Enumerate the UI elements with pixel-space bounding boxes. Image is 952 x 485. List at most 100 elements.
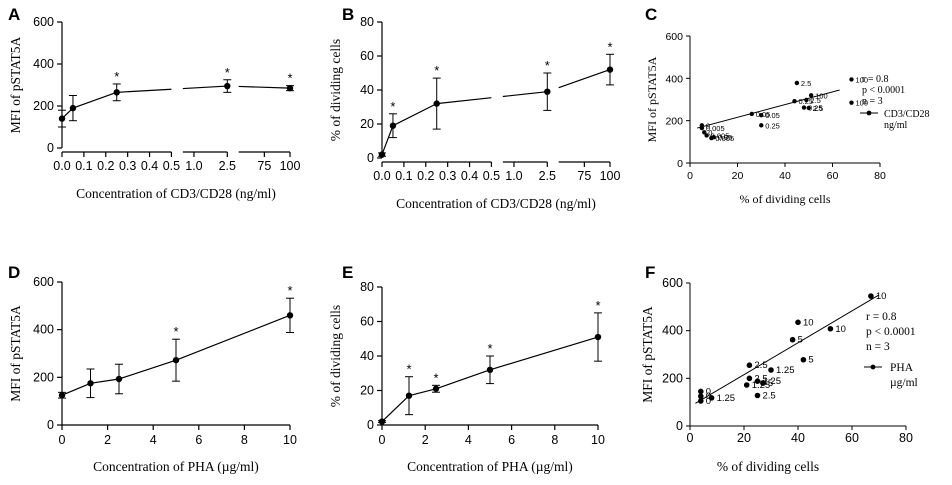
y-tick-label: 600 — [33, 275, 54, 289]
data-point — [224, 82, 231, 90]
data-point — [698, 393, 704, 400]
data-point — [804, 97, 809, 103]
panel-d: D 0 200 400 600 0 2 4 6 8 10 Concentration of PHA (… — [8, 263, 297, 474]
point-label: 0 — [708, 128, 712, 137]
x-tick-label: 8 — [551, 433, 558, 447]
series-line — [408, 388, 437, 397]
data-point — [759, 123, 764, 128]
y-tick-label: 200 — [33, 99, 54, 113]
y-tick-label: 60 — [360, 49, 374, 63]
significance-star: * — [545, 58, 550, 73]
x-axis-label: Concentration of PHA (µg/ml) — [407, 459, 573, 474]
x-tick-label: 0 — [59, 433, 66, 447]
y-tick-label: 60 — [360, 315, 374, 329]
legend-label: PHA — [890, 362, 914, 374]
data-point — [827, 325, 834, 332]
series-line — [116, 88, 172, 93]
x-tick-label: 100 — [280, 159, 301, 173]
data-point — [743, 382, 750, 388]
data-point — [378, 418, 386, 425]
panel-letter: D — [8, 263, 20, 282]
point-label: 10 — [835, 324, 846, 335]
point-label: 0 — [706, 396, 711, 407]
data-point — [389, 122, 397, 129]
series-line — [175, 314, 291, 361]
y-tick-label: 600 — [662, 276, 683, 290]
x-tick-label: 0.2 — [97, 159, 114, 173]
significance-star: * — [173, 324, 178, 339]
significance-star: * — [406, 362, 411, 377]
y-tick-label: 200 — [662, 371, 683, 385]
significance-star: * — [287, 283, 292, 298]
y-tick-label: 200 — [665, 116, 683, 128]
y-tick-label: 0 — [367, 418, 374, 432]
series-line — [118, 359, 177, 380]
series-line — [381, 395, 410, 422]
regression-line — [695, 294, 880, 404]
x-tick-label: 0 — [687, 170, 693, 182]
x-tick-label: 20 — [732, 170, 744, 182]
y-axis-label: MFI of pSTAT5A — [8, 305, 23, 402]
x-axis-label: % of dividing cells — [740, 192, 831, 206]
point-label: 0.005 — [706, 124, 725, 133]
x-tick-label: 10 — [591, 433, 605, 447]
data-point — [432, 385, 440, 392]
x-tick-label: 0 — [379, 433, 386, 447]
x-tick-label: 6 — [508, 433, 515, 447]
data-point — [808, 93, 814, 98]
data-point — [849, 100, 854, 105]
point-label: 1.25 — [763, 376, 782, 387]
y-tick-label: 20 — [360, 117, 374, 131]
legend-unit: ng/ml — [884, 120, 908, 131]
panel-b: B 0 20 40 60 80 0.0 0.1 0.2 0.3 0.4 0.5 1.0 2.5 75 100 C… — [328, 5, 620, 211]
x-tick-label: 0.1 — [75, 159, 92, 173]
data-point — [794, 80, 800, 86]
data-point — [792, 98, 797, 104]
x-tick-label: 0.2 — [417, 169, 434, 183]
data-point — [698, 398, 704, 404]
significance-star: * — [433, 370, 438, 385]
series-line — [489, 336, 599, 371]
series-line — [558, 69, 611, 89]
point-label: 0.005 — [715, 134, 734, 143]
data-point — [115, 375, 123, 383]
y-tick-label: 0 — [47, 418, 54, 432]
data-point — [606, 66, 614, 73]
point-label: 100 — [815, 91, 828, 100]
x-tick-label: 0.0 — [373, 169, 390, 183]
point-label: 2.5 — [763, 390, 776, 401]
x-tick-label: 6 — [195, 433, 202, 447]
data-point — [286, 312, 294, 319]
y-axis-label: MFI of pSTAT5A — [8, 37, 23, 134]
x-tick-label: 80 — [874, 170, 886, 182]
data-point — [795, 319, 801, 326]
y-tick-label: 80 — [360, 15, 374, 29]
point-label: 2.5 — [754, 373, 767, 384]
data-point — [806, 105, 811, 111]
legend-unit: µg/ml — [890, 377, 918, 389]
data-point — [749, 111, 754, 117]
point-label: 1.25 — [776, 365, 795, 376]
point-label: 10 — [803, 317, 814, 328]
x-tick-label: 60 — [845, 431, 859, 445]
data-point — [759, 112, 764, 118]
point-label: 1.25 — [752, 380, 771, 391]
panel-letter: E — [342, 263, 353, 282]
y-tick-label: 400 — [33, 57, 54, 71]
x-tick-label: 0.0 — [53, 159, 70, 173]
x-tick-label: 1.0 — [505, 169, 522, 183]
significance-star: * — [595, 298, 600, 313]
point-label: 5 — [768, 378, 773, 389]
x-tick-label: 8 — [241, 433, 248, 447]
y-tick-label: 0 — [677, 158, 683, 170]
point-label: 0.005 — [711, 131, 730, 140]
point-label: 2.5 — [813, 104, 823, 113]
point-label: 2.5 — [801, 79, 811, 88]
data-point — [698, 388, 704, 395]
series-line — [381, 125, 394, 155]
series-line — [436, 97, 492, 105]
x-tick-label: 0 — [687, 431, 694, 445]
data-point — [486, 366, 494, 373]
x-tick-label: 60 — [827, 170, 839, 182]
panel-e: E 0 20 40 60 80 0 2 4 6 8 10 Concentration of PHA (µ… — [328, 263, 605, 474]
